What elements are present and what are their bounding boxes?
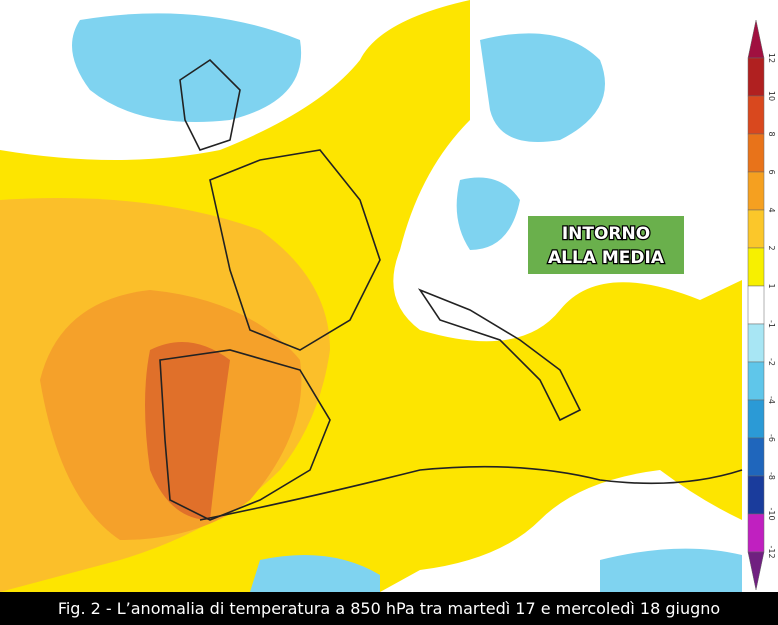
coastline [159, 349, 331, 521]
caption-bar [0, 592, 778, 625]
legend-tick-label: -1 [767, 320, 776, 328]
coastline [179, 58, 241, 151]
legend-swatch [747, 361, 765, 401]
legend-swatch [747, 57, 765, 97]
legend-swatch [747, 323, 765, 363]
legend-tick-label: -12 [767, 545, 776, 558]
caption: Fig. 2 - L’anomalia di temperatura a 850… [58, 599, 720, 618]
coastline [209, 149, 381, 351]
legend-swatch [747, 437, 765, 477]
map: INTORNO ALLA MEDIA [0, 0, 743, 592]
legend-tick-label: 8 [767, 131, 776, 136]
legend-swatch [747, 95, 765, 135]
coastline [417, 288, 582, 422]
legend-tip [747, 551, 765, 591]
legend-swatch [747, 209, 765, 249]
legend-tick-label: -4 [767, 396, 776, 404]
legend-tick-label: 6 [767, 169, 776, 174]
legend-tick-label: -2 [767, 358, 776, 366]
label-box [528, 216, 684, 274]
legend-tick-label: 2 [767, 245, 776, 250]
coastline [199, 465, 743, 521]
cool-area [72, 13, 302, 122]
legend-tick-label: -8 [767, 472, 776, 480]
map-label: ALLA MEDIA [548, 248, 665, 268]
legend-swatch [747, 475, 765, 515]
map-label: INTORNO [562, 224, 650, 244]
cool-area-east [456, 33, 605, 251]
legend-swatch [747, 171, 765, 211]
legend-swatch [747, 513, 765, 553]
legend-tick-label: 10 [767, 91, 776, 101]
legend-swatch [747, 285, 765, 325]
color-legend: 12 10 8 6 4 2 1 -1 -2 -4 -6 -8 -10 -12 [747, 19, 776, 591]
legend-swatch [747, 247, 765, 287]
legend-tick-label: -10 [767, 507, 776, 520]
legend-tick-label: -6 [767, 434, 776, 442]
legend-tick-label: 12 [767, 53, 776, 63]
hottest-area [145, 342, 230, 520]
legend-swatch [747, 133, 765, 173]
legend-tip [747, 19, 765, 59]
legend-tick-label: 4 [767, 207, 776, 212]
legend-swatch [747, 399, 765, 439]
legend-tick-label: 1 [767, 283, 776, 288]
cool-area-south [250, 548, 742, 592]
